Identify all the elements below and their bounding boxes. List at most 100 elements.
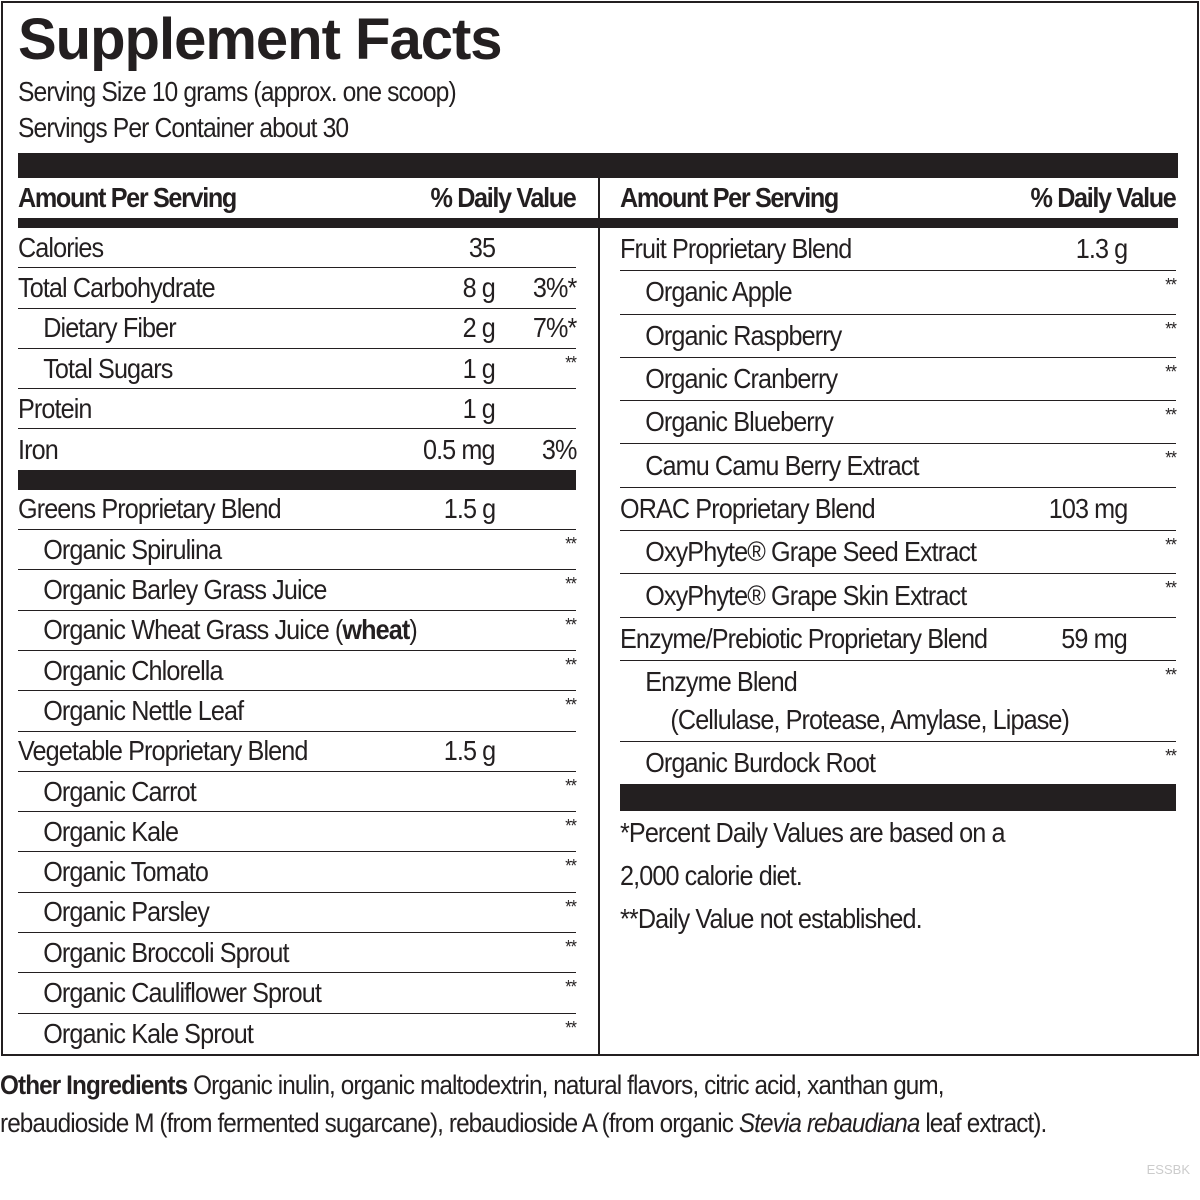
other-ingredients-italic: Stevia rebaudiana [738,1108,921,1138]
other-ingredients-text: Organic inulin, organic maltodextrin, na… [187,1070,944,1100]
nutrient-name: OxyPhyte® Grape Seed Extract [645,536,977,568]
other-ingredients-text: leaf extract). [919,1108,1047,1138]
daily-value: ** [565,574,577,595]
other-ingredients-label: Other Ingredients [0,1070,188,1100]
section-bar [620,785,1176,812]
footnote: *Percent Daily Values are based on a [620,817,1005,849]
daily-value: ** [565,352,577,373]
nutrient-row: Organic Broccoli Sprout ** [18,933,577,974]
nutrient-amount: 1 g [462,392,496,424]
nutrient-row: Camu Camu Berry Extract ** [620,444,1177,488]
nutrient-row: Organic Barley Grass Juice ** [18,570,577,611]
daily-value: ** [565,977,577,998]
nutrient-row: Organic Spirulina ** [18,530,577,571]
nutrient-name: Organic Chlorella [43,654,223,686]
daily-value: ** [1165,664,1177,685]
nutrient-row: Enzyme/Prebiotic Proprietary Blend 59 mg [620,618,1176,661]
nutrient-row: OxyPhyte® Grape Seed Extract ** [620,531,1177,575]
nutrient-row: Dietary Fiber 2 g 7%* [18,309,577,349]
nutrient-name: Camu Camu Berry Extract [645,449,919,481]
nutrient-name: Calories [18,231,104,263]
amount-header: Amount Per Serving [18,182,237,213]
nutrient-name: Organic Wheat Grass Juice (wheat) [43,614,418,646]
nutrient-amount: 1.5 g [443,735,495,767]
nutrient-amount: 8 g [462,271,496,303]
nutrient-name: Organic Nettle Leaf [43,694,244,726]
footnote: 2,000 calorie diet. [620,860,803,892]
nutrient-row: Organic Chlorella ** [18,651,577,692]
nutrient-row: Organic Cranberry ** [620,358,1177,402]
nutrient-name: Organic Tomato [43,856,209,888]
nutrient-amount: 1.3 g [1075,233,1127,265]
daily-value: ** [1165,745,1177,766]
daily-value: ** [565,856,577,877]
daily-value: ** [1165,405,1177,426]
nutrient-row: Organic Nettle Leaf ** [18,691,577,732]
nutrient-name: Organic Blueberry [645,406,834,438]
nutrient-name: Greens Proprietary Blend [18,493,282,525]
nutrient-name: Organic Cranberry [645,363,838,395]
nutrient-row: Organic Carrot ** [18,772,577,813]
daily-value: ** [565,534,577,555]
nutrient-amount: 1 g [462,352,496,384]
nutrient-name: Organic Raspberry [645,319,842,351]
nutrient-row: Organic Kale ** [18,812,577,853]
daily-value: ** [565,937,577,958]
nutrient-amount: 103 mg [1048,492,1128,524]
nutrient-row: Enzyme Blend (Cellulase, Protease, Amylas… [620,661,1177,742]
nutrient-name: Total Carbohydrate [18,271,216,303]
nutrient-row: Organic Apple ** [620,271,1177,315]
nutrient-row: OxyPhyte® Grape Skin Extract ** [620,574,1177,618]
nutrient-row: Iron 0.5 mg 3% [18,429,577,469]
nutrient-name: Enzyme Blend (Cellulase, Protease, Amylas… [645,665,1070,735]
nutrient-name: Organic Barley Grass Juice [43,574,327,606]
servings-per-container: Servings Per Container about 30 [18,112,349,143]
nutrient-row: Organic Tomato ** [18,852,577,893]
panel-title: Supplement Facts [18,7,503,72]
right-column: Amount Per Serving % Daily Value Fruit Pr… [620,178,1177,940]
dv-header: % Daily Value [430,182,576,213]
footnotes: *Percent Daily Values are based on a 2,00… [620,811,1176,940]
nutrient-row: Organic Burdock Root ** [620,742,1177,786]
daily-value: ** [1165,578,1177,599]
nutrient-row: Total Sugars 1 g ** [18,349,577,390]
nutrient-row: Total Carbohydrate 8 g 3%* [18,268,577,309]
daily-value: ** [565,695,577,716]
nutrient-name: Organic Cauliflower Sprout [43,976,322,1008]
nutrient-name: Total Sugars [43,352,173,384]
daily-value: ** [1165,535,1177,556]
nutrient-row: Organic Cauliflower Sprout ** [18,973,577,1014]
nutrient-name: Organic Kale [43,815,179,847]
nutrient-row: Protein 1 g [18,389,576,430]
daily-value: ** [1165,448,1177,469]
daily-value: 7%* [532,312,576,344]
nutrient-name: Organic Burdock Root [645,747,876,779]
nutrient-name: Vegetable Proprietary Blend [18,735,308,767]
daily-value: ** [1165,275,1177,296]
nutrient-name: Organic Carrot [43,775,197,807]
nutrient-amount: 1.5 g [443,493,495,525]
nutrient-row: Greens Proprietary Blend 1.5 g [18,490,576,531]
nutrient-row: Organic Wheat Grass Juice (wheat) ** [18,611,577,651]
other-ingredients-text: rebaudioside M (from fermented sugarcane… [0,1108,739,1138]
nutrient-name: Organic Kale Sprout [43,1017,254,1049]
daily-value: ** [565,654,577,675]
daily-value: ** [565,896,577,917]
nutrient-name: ORAC Proprietary Blend [620,492,876,524]
daily-value: 3% [541,433,577,465]
daily-value: ** [565,775,577,796]
column-divider [598,178,600,1055]
nutrient-name: Fruit Proprietary Blend [620,233,852,265]
nutrient-name: Iron [18,433,59,465]
supplement-facts-panel [1,1,1199,1056]
nutrient-row: Organic Blueberry ** [620,401,1177,445]
daily-value: 3%* [532,271,576,303]
nutrient-name: Dietary Fiber [43,312,176,344]
left-column: Amount Per Serving % Daily Value Calories… [18,178,577,1054]
nutrient-row: Calories 35 [18,228,576,269]
serving-size: Serving Size 10 grams (approx. one scoop… [18,76,457,107]
nutrient-name: Organic Broccoli Sprout [43,936,289,968]
daily-value: ** [565,1017,577,1038]
nutrient-row: Fruit Proprietary Blend 1.3 g [620,228,1176,272]
nutrient-amount: 2 g [462,312,496,344]
